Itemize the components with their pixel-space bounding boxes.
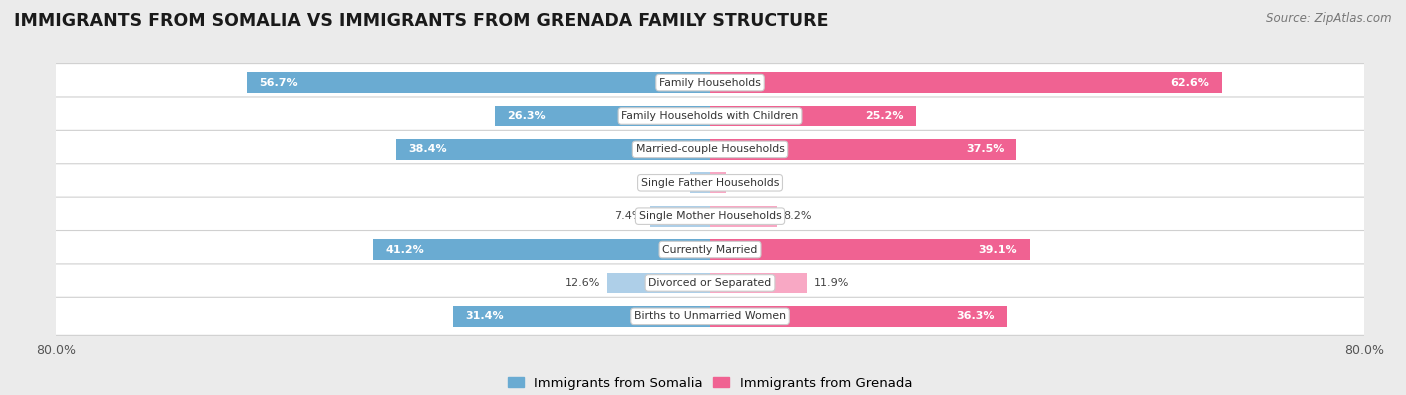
Text: 38.4%: 38.4%: [409, 145, 447, 154]
Bar: [396, 139, 710, 160]
Bar: [710, 239, 1029, 260]
Text: 25.2%: 25.2%: [865, 111, 904, 121]
Text: 56.7%: 56.7%: [259, 78, 298, 88]
Text: 26.3%: 26.3%: [508, 111, 546, 121]
Text: Family Households with Children: Family Households with Children: [621, 111, 799, 121]
Bar: [710, 173, 727, 193]
Bar: [710, 139, 1017, 160]
Bar: [374, 239, 710, 260]
Legend: Immigrants from Somalia, Immigrants from Grenada: Immigrants from Somalia, Immigrants from…: [502, 371, 918, 395]
Bar: [495, 105, 710, 126]
Text: Family Households: Family Households: [659, 78, 761, 88]
FancyBboxPatch shape: [42, 64, 1378, 102]
Bar: [689, 173, 710, 193]
Bar: [453, 306, 710, 327]
Bar: [710, 72, 1222, 93]
Text: 7.4%: 7.4%: [614, 211, 643, 221]
FancyBboxPatch shape: [42, 164, 1378, 202]
Text: Single Mother Households: Single Mother Households: [638, 211, 782, 221]
Text: 2.0%: 2.0%: [733, 178, 761, 188]
FancyBboxPatch shape: [42, 130, 1378, 168]
FancyBboxPatch shape: [42, 297, 1378, 335]
Bar: [710, 105, 915, 126]
Bar: [710, 306, 1007, 327]
Text: 36.3%: 36.3%: [956, 311, 994, 321]
Text: Married-couple Households: Married-couple Households: [636, 145, 785, 154]
FancyBboxPatch shape: [42, 264, 1378, 302]
FancyBboxPatch shape: [42, 197, 1378, 235]
Text: Divorced or Separated: Divorced or Separated: [648, 278, 772, 288]
Text: 37.5%: 37.5%: [966, 145, 1004, 154]
Text: 12.6%: 12.6%: [565, 278, 600, 288]
Text: 41.2%: 41.2%: [385, 245, 425, 254]
Bar: [650, 206, 710, 226]
Bar: [246, 72, 710, 93]
Text: 39.1%: 39.1%: [979, 245, 1018, 254]
Bar: [710, 273, 807, 293]
Bar: [607, 273, 710, 293]
Bar: [710, 206, 778, 226]
Text: Single Father Households: Single Father Households: [641, 178, 779, 188]
Text: 31.4%: 31.4%: [465, 311, 505, 321]
Text: Births to Unmarried Women: Births to Unmarried Women: [634, 311, 786, 321]
Text: Source: ZipAtlas.com: Source: ZipAtlas.com: [1267, 12, 1392, 25]
Text: 2.5%: 2.5%: [655, 178, 683, 188]
Text: Currently Married: Currently Married: [662, 245, 758, 254]
Text: IMMIGRANTS FROM SOMALIA VS IMMIGRANTS FROM GRENADA FAMILY STRUCTURE: IMMIGRANTS FROM SOMALIA VS IMMIGRANTS FR…: [14, 12, 828, 30]
Text: 11.9%: 11.9%: [814, 278, 849, 288]
Text: 8.2%: 8.2%: [783, 211, 813, 221]
Text: 62.6%: 62.6%: [1170, 78, 1209, 88]
FancyBboxPatch shape: [42, 97, 1378, 135]
FancyBboxPatch shape: [42, 231, 1378, 269]
